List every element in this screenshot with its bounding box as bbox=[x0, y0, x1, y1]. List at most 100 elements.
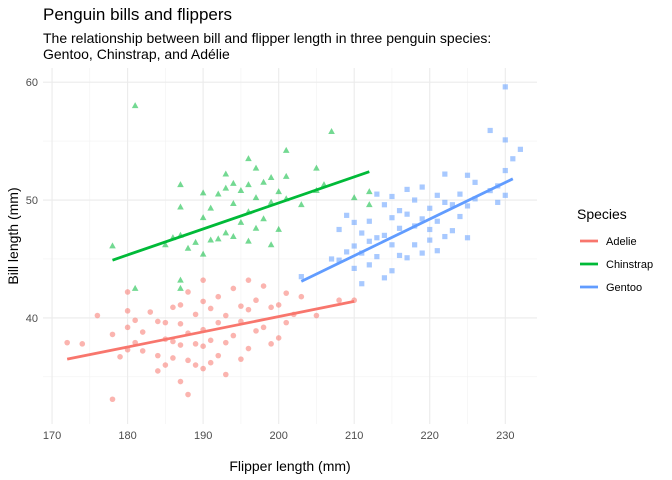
chinstrap-point bbox=[252, 224, 260, 231]
chinstrap-point bbox=[260, 215, 267, 222]
adelie-point bbox=[185, 357, 191, 364]
gentoo-point bbox=[427, 237, 433, 243]
chinstrap-point bbox=[207, 236, 214, 243]
chart-title: Penguin bills and flippers bbox=[43, 5, 233, 24]
adelie-point bbox=[192, 341, 199, 347]
gentoo-point bbox=[351, 219, 357, 226]
chinstrap-fit-line bbox=[112, 170, 370, 262]
adelie-point bbox=[177, 302, 184, 308]
adelie-point bbox=[170, 338, 176, 345]
y-tick-label: 60 bbox=[26, 77, 38, 89]
gentoo-point bbox=[344, 249, 350, 255]
adelie-point bbox=[200, 365, 206, 372]
adelie-point bbox=[109, 396, 116, 403]
chinstrap-point bbox=[298, 201, 305, 208]
gentoo-point bbox=[336, 226, 342, 233]
adelie-point bbox=[260, 324, 267, 331]
gentoo-point bbox=[396, 208, 403, 214]
chinstrap-point bbox=[109, 242, 116, 249]
gentoo-point bbox=[374, 191, 380, 197]
adelie-point bbox=[155, 352, 161, 359]
adelie-point bbox=[124, 308, 131, 314]
y-tick-label: 50 bbox=[26, 195, 38, 207]
x-axis-ticks: 170 180 190 200 210 220 230 bbox=[43, 430, 515, 442]
adelie-point bbox=[215, 352, 222, 359]
gentoo-point bbox=[389, 242, 395, 248]
adelie-point bbox=[132, 317, 138, 324]
gentoo-point bbox=[442, 199, 448, 205]
adelie-point bbox=[222, 339, 229, 346]
legend: Species Adelie Chinstrap Gentoo bbox=[577, 206, 653, 294]
adelie-point bbox=[192, 311, 199, 318]
adelie-point bbox=[64, 339, 70, 346]
chinstrap-point bbox=[162, 241, 169, 248]
chinstrap-point bbox=[275, 225, 282, 232]
adelie-point bbox=[200, 277, 206, 283]
gentoo-point bbox=[464, 235, 471, 241]
adelie-point bbox=[222, 371, 229, 378]
gentoo-fit-line bbox=[300, 177, 514, 283]
gentoo-point bbox=[412, 197, 418, 203]
gentoo-point bbox=[359, 230, 365, 236]
chinstrap-point bbox=[350, 194, 358, 201]
adelie-point bbox=[245, 306, 252, 313]
adelie-point bbox=[139, 329, 146, 335]
gentoo-point bbox=[381, 275, 388, 281]
gentoo-point bbox=[328, 256, 335, 262]
adelie-point bbox=[275, 302, 282, 308]
gentoo-point bbox=[419, 184, 425, 190]
chinstrap-point bbox=[214, 190, 222, 197]
adelie-point bbox=[185, 391, 191, 398]
gentoo-point bbox=[517, 146, 523, 152]
adelie-point bbox=[162, 319, 169, 326]
chinstrap-point bbox=[245, 237, 252, 244]
gentoo-point bbox=[298, 274, 304, 280]
adelie-fit-line bbox=[66, 300, 355, 361]
gentoo-point bbox=[449, 202, 456, 208]
chinstrap-point bbox=[199, 214, 207, 221]
chinstrap-point bbox=[230, 199, 237, 206]
adelie-point bbox=[336, 297, 342, 304]
gentoo-point bbox=[374, 235, 380, 241]
gentoo-point bbox=[396, 225, 403, 231]
legend-label-chinstrap: Chinstrap bbox=[606, 259, 653, 271]
gentoo-point bbox=[366, 262, 372, 268]
y-axis-title: Bill length (mm) bbox=[5, 187, 21, 284]
chinstrap-point bbox=[237, 218, 245, 225]
adelie-point bbox=[268, 304, 274, 311]
adelie-point bbox=[185, 289, 191, 295]
chinstrap-point bbox=[267, 174, 275, 181]
gentoo-point bbox=[442, 233, 448, 240]
chinstrap-point bbox=[199, 189, 207, 196]
gentoo-point bbox=[434, 248, 440, 254]
chinstrap-point bbox=[267, 198, 275, 205]
adelie-point bbox=[253, 328, 259, 334]
gentoo-point bbox=[434, 218, 440, 224]
chinstrap-point bbox=[222, 170, 230, 177]
chinstrap-point bbox=[245, 155, 252, 162]
gentoo-point bbox=[419, 216, 425, 222]
chinstrap-point bbox=[252, 164, 260, 171]
chinstrap-point bbox=[230, 232, 237, 239]
gentoo-point bbox=[404, 186, 410, 193]
adelie-point bbox=[162, 362, 169, 368]
adelie-point bbox=[117, 354, 123, 360]
fit-lines bbox=[66, 170, 514, 361]
adelie-point bbox=[268, 341, 274, 347]
subtitle-line-2: Gentoo, Chinstrap, and Adélie bbox=[43, 46, 230, 62]
gentoo-point bbox=[389, 268, 395, 274]
gentoo-point bbox=[389, 215, 395, 221]
chinstrap-point bbox=[282, 172, 290, 179]
adelie-point bbox=[238, 303, 244, 309]
gentoo-point bbox=[381, 232, 388, 238]
chinstrap-point bbox=[267, 241, 275, 248]
gentoo-point bbox=[502, 167, 508, 174]
chinstrap-point bbox=[131, 102, 139, 109]
gentoo-point bbox=[366, 238, 372, 244]
chinstrap-point bbox=[177, 181, 184, 188]
adelie-point bbox=[207, 337, 214, 344]
gentoo-point bbox=[344, 212, 350, 218]
legend-label-gentoo: Gentoo bbox=[606, 282, 642, 294]
x-tick-label: 220 bbox=[421, 430, 439, 442]
adelie-point bbox=[245, 277, 252, 283]
